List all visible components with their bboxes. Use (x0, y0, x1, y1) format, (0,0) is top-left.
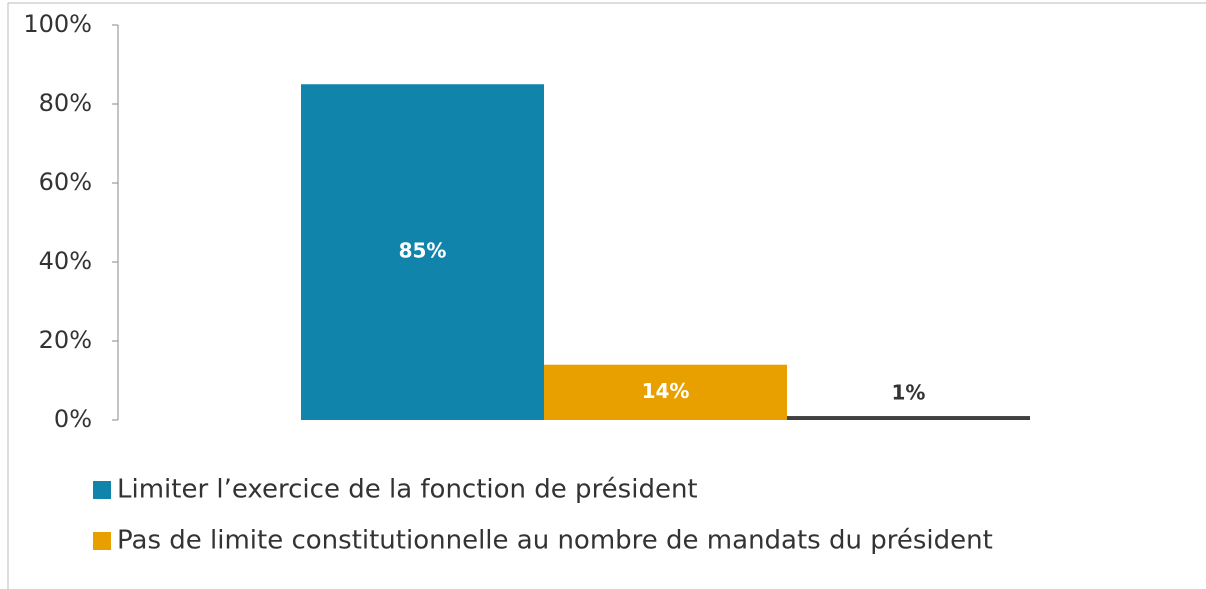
legend-swatch (93, 532, 111, 550)
y-tick-label: 60% (39, 168, 92, 196)
y-tick-label: 0% (54, 405, 92, 433)
data-label: 14% (642, 379, 690, 403)
y-tick-label: 40% (39, 247, 92, 275)
legend-label: Limiter l’exercice de la fonction de pré… (117, 475, 698, 505)
legend-swatch (93, 481, 111, 499)
legend-label: Pas de limite constitutionnelle au nombr… (117, 526, 993, 556)
bar (301, 84, 544, 420)
data-label: 1% (892, 381, 926, 405)
bar (544, 364, 787, 420)
y-tick-label: 100% (23, 10, 92, 38)
data-label: 85% (399, 239, 447, 263)
bar (787, 416, 1030, 420)
y-tick-label: 20% (39, 326, 92, 354)
y-tick-label: 80% (39, 89, 92, 117)
